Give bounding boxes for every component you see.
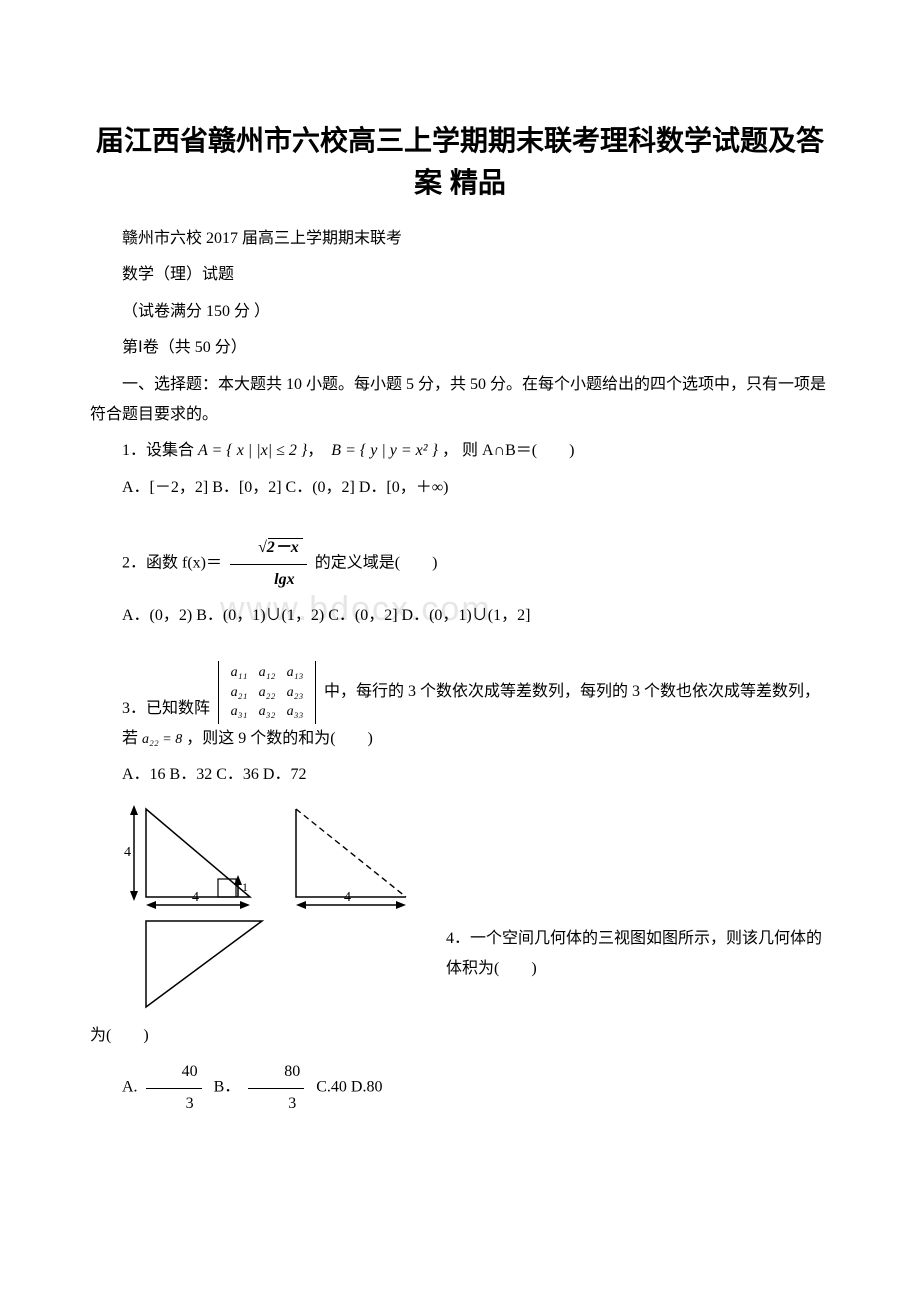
side-label-4: 4	[344, 890, 351, 905]
q4-opt-b-label: B．	[214, 1079, 241, 1096]
q2-stem-a: 2．函数 f(x)＝	[122, 555, 222, 572]
question-2: 2．函数 f(x)＝ 2－x lgx 的定义域是( )	[90, 533, 830, 595]
q3-condition: a₂₂ = 8	[142, 732, 182, 747]
q1-stem-a: 1．设集合	[122, 442, 198, 459]
q2-den: lgx	[230, 565, 307, 595]
subtitle-2: 数学（理）试题	[90, 260, 830, 290]
label-4: 4	[124, 845, 131, 860]
label-1: 1	[242, 880, 248, 894]
front-view-svg: 4 1 4	[122, 801, 272, 911]
question-1: 1．设集合 A = { x | |x| ≤ 2 }， B = { y | y =…	[90, 436, 830, 466]
side-view-svg: 4	[286, 801, 426, 911]
q3-stem-c: ，则这 9 个数的和为( )	[186, 730, 373, 747]
section-instructions: 一、选择题：本大题共 10 小题。每小题 5 分，共 50 分。在每个小题给出的…	[90, 370, 830, 431]
part1-heading: 第Ⅰ卷（共 50 分）	[90, 333, 830, 363]
q4-frac-80-3: 80 3	[248, 1057, 304, 1119]
q4-figure-row: 4 1 4	[122, 801, 830, 1015]
subtitle-1: 赣州市六校 2017 届高三上学期期末联考	[90, 224, 830, 254]
q1-set-b: B = { y | y = x² }	[331, 442, 438, 459]
top-view-svg	[140, 915, 270, 1015]
q2-stem-b: 的定义域是( )	[315, 555, 438, 572]
q3-stem-a: 3．已知数阵	[122, 700, 210, 717]
question-4: 4．一个空间几何体的三视图如图所示，则该几何体的体积为( )	[446, 924, 830, 985]
label-4b: 4	[192, 890, 199, 905]
q2-fraction: 2－x lgx	[230, 533, 307, 595]
q1-stem-b: ， 则 A∩B＝( )	[442, 442, 574, 459]
q1-options: A．[－2，2] B．[0，2] C．(0，2] D．[0，＋∞)	[90, 473, 830, 503]
q4-opt-cd: C.40 D.80	[316, 1079, 382, 1096]
q1-set-a: A = { x | |x| ≤ 2 }	[198, 442, 307, 459]
q3-matrix: a₁₁a₁₂a₁₃ a₂₁a₂₂a₂₃ a₃₁a₃₂a₃₃	[218, 661, 316, 724]
question-3: 3．已知数阵 a₁₁a₁₂a₁₃ a₂₁a₂₂a₂₃ a₃₁a₃₂a₃₃ 中，每…	[122, 661, 830, 754]
fullmarks: （试卷满分 150 分 ）	[90, 297, 830, 327]
q2-options: A．(0，2) B．(0，1)∪(1，2) C．(0，2] D．(0，1)∪(1…	[90, 601, 830, 631]
q4-options: A. 40 3 B． 80 3 C.40 D.80	[90, 1057, 830, 1119]
q4-opt-a-label: A.	[122, 1079, 138, 1096]
q4-frac-40-3: 40 3	[146, 1057, 202, 1119]
page-title: 届江西省赣州市六校高三上学期期末联考理科数学试题及答案 精品	[90, 120, 830, 204]
three-view-figures: 4 1 4	[122, 801, 426, 1015]
q4-continuation: 为( )	[90, 1021, 830, 1051]
q2-num: 2－x	[268, 538, 303, 556]
q3-options: A．16 B．32 C．36 D．72	[90, 760, 830, 790]
